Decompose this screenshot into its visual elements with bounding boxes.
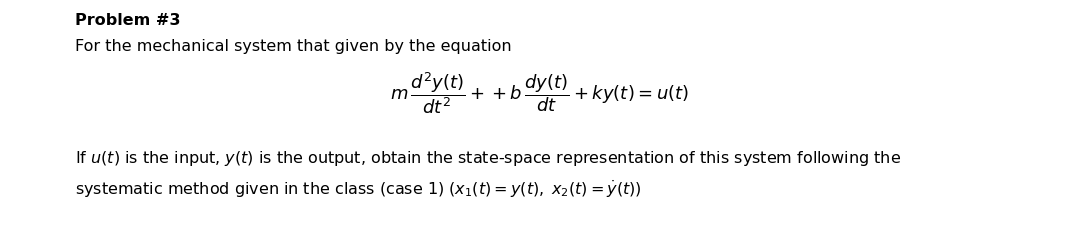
Text: Problem #3: Problem #3 (75, 13, 180, 28)
Text: For the mechanical system that given by the equation: For the mechanical system that given by … (75, 39, 512, 54)
Text: If $u(t)$ is the input, $y(t)$ is the output, obtain the state-space representat: If $u(t)$ is the input, $y(t)$ is the ou… (75, 149, 901, 168)
Text: $m\,\dfrac{d^2y(t)}{dt^2}++b\,\dfrac{dy(t)}{dt}+ky(t)=u(t)$: $m\,\dfrac{d^2y(t)}{dt^2}++b\,\dfrac{dy(… (391, 70, 689, 116)
Text: systematic method given in the class (case 1) $(x_1(t) = y(t),\; x_2(t) = \dot{y: systematic method given in the class (ca… (75, 179, 642, 200)
